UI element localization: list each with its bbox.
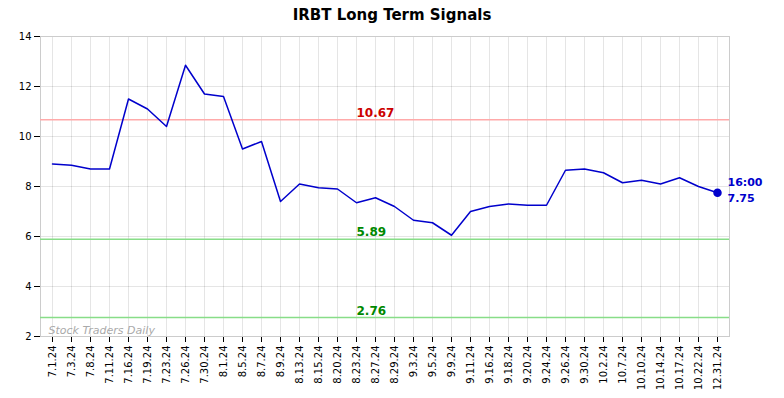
svg-text:8.7.24: 8.7.24 xyxy=(256,346,267,378)
svg-text:14: 14 xyxy=(19,31,32,42)
svg-text:9.3.24: 9.3.24 xyxy=(408,346,419,378)
svg-text:7.19.24: 7.19.24 xyxy=(142,346,153,384)
svg-text:7.1.24: 7.1.24 xyxy=(47,346,58,378)
svg-text:4: 4 xyxy=(25,281,31,292)
svg-text:9.20.24: 9.20.24 xyxy=(522,346,533,384)
svg-text:9.26.24: 9.26.24 xyxy=(560,346,571,384)
svg-text:7.26.24: 7.26.24 xyxy=(180,346,191,384)
svg-text:9.24.24: 9.24.24 xyxy=(541,346,552,384)
svg-text:9.9.24: 9.9.24 xyxy=(446,346,457,378)
svg-text:8: 8 xyxy=(25,181,31,192)
svg-text:12.31.24: 12.31.24 xyxy=(712,346,723,391)
svg-text:12: 12 xyxy=(19,81,32,92)
svg-text:8.20.24: 8.20.24 xyxy=(332,346,343,384)
svg-text:8.29.24: 8.29.24 xyxy=(389,346,400,384)
svg-text:8.13.24: 8.13.24 xyxy=(294,346,305,384)
svg-text:7.75: 7.75 xyxy=(728,192,755,205)
svg-text:10: 10 xyxy=(19,131,32,142)
svg-text:9.16.24: 9.16.24 xyxy=(484,346,495,384)
svg-text:9.5.24: 9.5.24 xyxy=(427,346,438,378)
svg-text:10.2.24: 10.2.24 xyxy=(598,346,609,384)
svg-text:10.17.24: 10.17.24 xyxy=(674,346,685,391)
svg-text:16:00: 16:00 xyxy=(728,176,763,189)
svg-text:8.27.24: 8.27.24 xyxy=(370,346,381,384)
svg-text:10.67: 10.67 xyxy=(357,106,395,120)
svg-text:2: 2 xyxy=(25,331,31,342)
svg-text:8.23.24: 8.23.24 xyxy=(351,346,362,384)
svg-text:10.10.24: 10.10.24 xyxy=(636,346,647,391)
svg-text:8.5.24: 8.5.24 xyxy=(237,346,248,378)
svg-text:8.1.24: 8.1.24 xyxy=(218,346,229,378)
svg-text:5.89: 5.89 xyxy=(357,225,387,239)
svg-text:6: 6 xyxy=(25,231,31,242)
svg-text:7.3.24: 7.3.24 xyxy=(66,346,77,378)
svg-text:9.18.24: 9.18.24 xyxy=(503,346,514,384)
svg-text:7.30.24: 7.30.24 xyxy=(199,346,210,384)
svg-text:2.76: 2.76 xyxy=(357,304,387,318)
svg-text:7.8.24: 7.8.24 xyxy=(85,346,96,378)
svg-text:9.30.24: 9.30.24 xyxy=(579,346,590,384)
svg-text:8.9.24: 8.9.24 xyxy=(275,346,286,378)
svg-text:7.23.24: 7.23.24 xyxy=(161,346,172,384)
svg-text:10.22.24: 10.22.24 xyxy=(693,346,704,391)
svg-text:7.16.24: 7.16.24 xyxy=(123,346,134,384)
svg-text:10.7.24: 10.7.24 xyxy=(617,346,628,384)
svg-text:10.14.24: 10.14.24 xyxy=(655,346,666,391)
svg-text:8.15.24: 8.15.24 xyxy=(313,346,324,384)
html-text:IRBT Long Term Signals: IRBT Long Term Signals xyxy=(292,6,492,24)
svg-text:9.11.24: 9.11.24 xyxy=(465,346,476,384)
svg-text:7.11.24: 7.11.24 xyxy=(104,346,115,384)
svg-text:Stock Traders Daily: Stock Traders Daily xyxy=(49,324,156,337)
